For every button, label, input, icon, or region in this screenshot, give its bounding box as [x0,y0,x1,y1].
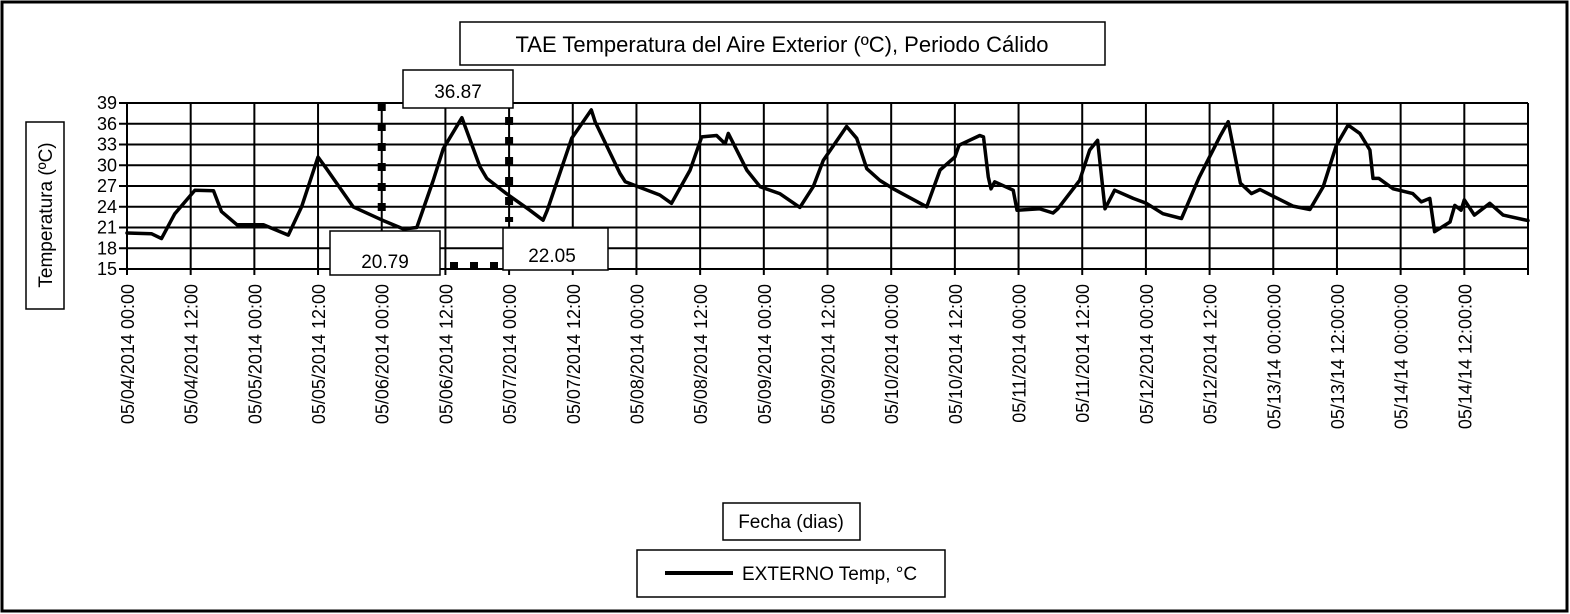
annotation-box-max [402,69,514,109]
x-tick-label: 05/12/2014 00:00 [1137,284,1157,424]
y-tick-label: 30 [97,155,117,175]
title-box [459,21,1106,66]
x-axis-label-box [722,502,861,541]
x-tick-labels: 05/04/2014 00:00 05/04/2014 12:00 05/05/20… [118,284,1475,429]
x-tick-label: 05/08/2014 00:00 [627,284,647,424]
x-tick-label: 05/11/2014 12:00 [1073,284,1093,423]
x-tick-label: 05/04/2014 12:00 [182,284,202,424]
annotation-min2: 22.05 [502,227,609,271]
legend-label: EXTERNO Temp, °C [742,564,917,585]
annotation-markers [377,103,514,270]
y-tick-label: 15 [97,259,117,279]
x-tick-label: 05/05/2014 00:00 [245,284,265,424]
x-tick-label: 05/11/2014 00:00 [1010,284,1030,423]
x-tick-label: 05/08/2014 12:00 [691,284,711,424]
x-tick-label: 05/06/2014 00:00 [373,284,393,424]
x-tick-label: 05/10/2014 00:00 [882,284,902,424]
chart-title: TAE Temperatura del Aire Exterior (ºC), … [516,32,1049,57]
y-tick-label: 33 [97,135,117,155]
x-tick-label: 05/13/14 12:00:00 [1328,284,1348,429]
x-axis-label: Fecha (dias) [738,512,844,533]
annotation-min1: 20.79 [329,230,441,276]
x-tick-label: 05/13/14 00:00:00 [1264,284,1284,429]
x-tick-label: 05/07/2014 00:00 [500,284,520,424]
x-tick-label: 05/10/2014 12:00 [946,284,966,424]
y-tick-label: 24 [97,197,117,217]
y-tick-label: 39 [97,93,117,113]
x-tick-label: 05/14/14 12:00:00 [1455,284,1475,429]
x-tick-label: 05/12/2014 12:00 [1201,284,1221,424]
y-axis-label-box [25,121,65,310]
series-line-externo-temp [125,108,1530,241]
annotation-box-min1 [329,230,441,276]
y-tick-label: 21 [97,218,117,238]
x-tick-label: 05/06/2014 12:00 [436,284,456,424]
annotation-label-min2: 22.05 [528,246,576,267]
annotation-box-min2 [502,227,609,271]
annotation-label-min1: 20.79 [361,252,409,273]
y-tick-label: 36 [97,114,117,134]
x-tick-label: 05/07/2014 12:00 [564,284,584,424]
x-tick-label: 05/04/2014 00:00 [118,284,138,424]
y-axis-label: Temperatura (ºC) [36,142,57,287]
legend: EXTERNO Temp, °C [636,549,946,598]
y-tick-label: 27 [97,176,117,196]
x-tick-label: 05/05/2014 12:00 [309,284,329,424]
x-tick-label: 05/09/2014 00:00 [755,284,775,424]
y-tick-label: 18 [97,238,117,258]
annotation-max: 36.87 [402,69,514,109]
annotation-label-max: 36.87 [434,82,482,103]
x-tick-label: 05/09/2014 12:00 [819,284,839,424]
grid [119,102,1529,275]
x-tick-label: 05/14/14 00:00:00 [1392,284,1412,429]
